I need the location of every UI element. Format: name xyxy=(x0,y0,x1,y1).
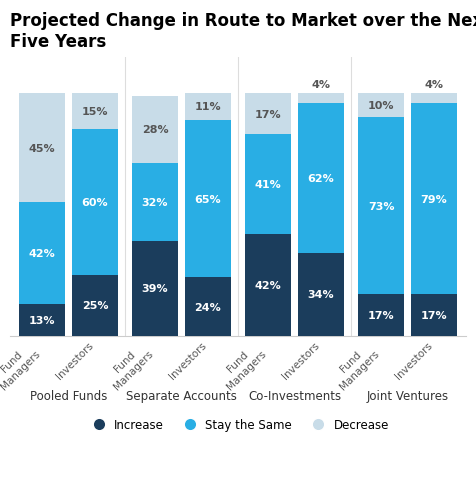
Text: Separate Accounts: Separate Accounts xyxy=(126,389,237,402)
Bar xyxy=(245,94,291,135)
Legend: Increase, Stay the Same, Decrease: Increase, Stay the Same, Decrease xyxy=(82,413,394,436)
Text: 62%: 62% xyxy=(307,174,334,184)
Bar xyxy=(411,94,457,104)
Text: 13%: 13% xyxy=(29,315,55,325)
Bar xyxy=(358,118,404,295)
Bar xyxy=(72,94,118,130)
Bar xyxy=(185,120,231,278)
Bar xyxy=(132,96,178,164)
Bar xyxy=(411,104,457,295)
Text: 17%: 17% xyxy=(255,109,281,120)
Bar xyxy=(298,104,344,254)
Bar xyxy=(19,304,65,336)
Bar xyxy=(298,94,344,104)
Text: 41%: 41% xyxy=(255,180,281,190)
Text: 60%: 60% xyxy=(82,198,109,208)
Text: 25%: 25% xyxy=(82,301,108,311)
Text: 11%: 11% xyxy=(195,102,221,112)
Text: 4%: 4% xyxy=(311,80,330,90)
Text: 32%: 32% xyxy=(142,198,169,208)
Text: 42%: 42% xyxy=(29,249,55,259)
Text: 17%: 17% xyxy=(367,311,394,321)
Bar xyxy=(72,130,118,276)
Text: 28%: 28% xyxy=(142,125,169,135)
Text: 79%: 79% xyxy=(421,194,447,204)
Text: Co-Investments: Co-Investments xyxy=(248,389,341,402)
Text: 15%: 15% xyxy=(82,107,108,117)
Text: 10%: 10% xyxy=(368,101,394,111)
Bar xyxy=(411,295,457,336)
Text: 17%: 17% xyxy=(421,311,447,321)
Bar xyxy=(358,295,404,336)
Bar xyxy=(298,254,344,336)
Text: Pooled Funds: Pooled Funds xyxy=(30,389,107,402)
Text: 4%: 4% xyxy=(425,80,444,90)
Bar xyxy=(245,234,291,336)
Bar xyxy=(72,276,118,336)
Text: 45%: 45% xyxy=(29,144,55,154)
Bar xyxy=(185,94,231,120)
Bar xyxy=(19,203,65,304)
Bar xyxy=(185,278,231,336)
Bar xyxy=(132,164,178,241)
Text: 65%: 65% xyxy=(195,194,221,204)
Text: 24%: 24% xyxy=(195,302,221,312)
Text: 34%: 34% xyxy=(307,290,334,300)
Text: 39%: 39% xyxy=(142,284,169,294)
Bar xyxy=(19,94,65,203)
Text: 73%: 73% xyxy=(368,202,394,212)
Bar xyxy=(132,241,178,336)
Text: 42%: 42% xyxy=(255,280,281,290)
Bar xyxy=(245,135,291,234)
Text: Projected Change in Route to Market over the Next
Five Years: Projected Change in Route to Market over… xyxy=(10,12,476,50)
Text: Joint Ventures: Joint Ventures xyxy=(367,389,448,402)
Bar xyxy=(358,94,404,118)
